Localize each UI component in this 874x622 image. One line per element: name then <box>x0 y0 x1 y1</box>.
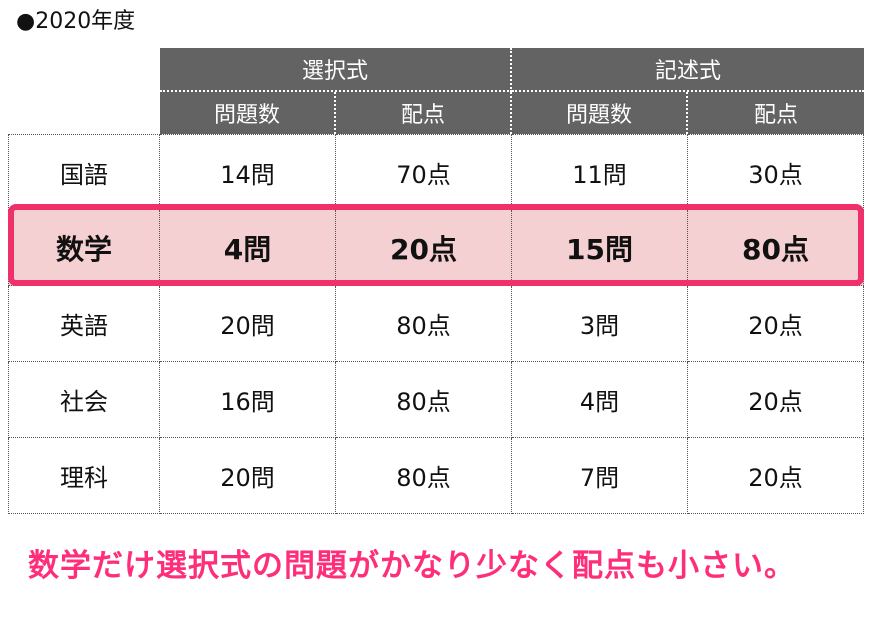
table-row-highlighted: 数学 4問 20点 15問 80点 <box>8 210 864 286</box>
group-header-selection: 選択式 <box>160 48 512 92</box>
caption-text: 数学だけ選択式の問題がかなり少なく配点も小さい。 <box>28 548 796 584</box>
value-cell: 20点 <box>336 210 512 286</box>
subject-cell: 英語 <box>8 286 160 362</box>
value-cell: 80点 <box>336 362 512 438</box>
value-cell: 20点 <box>688 362 864 438</box>
value-cell: 14問 <box>160 134 336 210</box>
group-header-written: 記述式 <box>512 48 864 92</box>
corner-cell <box>8 92 160 134</box>
score-table: 選択式 記述式 問題数 配点 問題数 配点 国語 14問 70点 11問 30点… <box>8 48 864 514</box>
value-cell: 4問 <box>512 362 688 438</box>
subject-cell: 数学 <box>8 210 160 286</box>
value-cell: 15問 <box>512 210 688 286</box>
group-header-row: 選択式 記述式 <box>8 48 864 92</box>
subject-cell: 国語 <box>8 134 160 210</box>
sub-header-row: 問題数 配点 問題数 配点 <box>8 92 864 134</box>
value-cell: 80点 <box>336 286 512 362</box>
value-cell: 80点 <box>688 210 864 286</box>
sub-header-count: 問題数 <box>512 92 688 134</box>
subject-cell: 理科 <box>8 438 160 514</box>
sub-header-count: 問題数 <box>160 92 336 134</box>
value-cell: 20点 <box>688 286 864 362</box>
corner-cell <box>8 48 160 92</box>
value-cell: 11問 <box>512 134 688 210</box>
page-title: ●2020年度 <box>16 9 136 34</box>
value-cell: 70点 <box>336 134 512 210</box>
value-cell: 16問 <box>160 362 336 438</box>
value-cell: 30点 <box>688 134 864 210</box>
value-cell: 20問 <box>160 438 336 514</box>
table-row: 英語 20問 80点 3問 20点 <box>8 286 864 362</box>
subject-cell: 社会 <box>8 362 160 438</box>
table-row: 社会 16問 80点 4問 20点 <box>8 362 864 438</box>
sub-header-points: 配点 <box>688 92 864 134</box>
sub-header-points: 配点 <box>336 92 512 134</box>
value-cell: 80点 <box>336 438 512 514</box>
value-cell: 20問 <box>160 286 336 362</box>
table-row: 国語 14問 70点 11問 30点 <box>8 134 864 210</box>
value-cell: 7問 <box>512 438 688 514</box>
value-cell: 3問 <box>512 286 688 362</box>
table-row: 理科 20問 80点 7問 20点 <box>8 438 864 514</box>
value-cell: 4問 <box>160 210 336 286</box>
value-cell: 20点 <box>688 438 864 514</box>
